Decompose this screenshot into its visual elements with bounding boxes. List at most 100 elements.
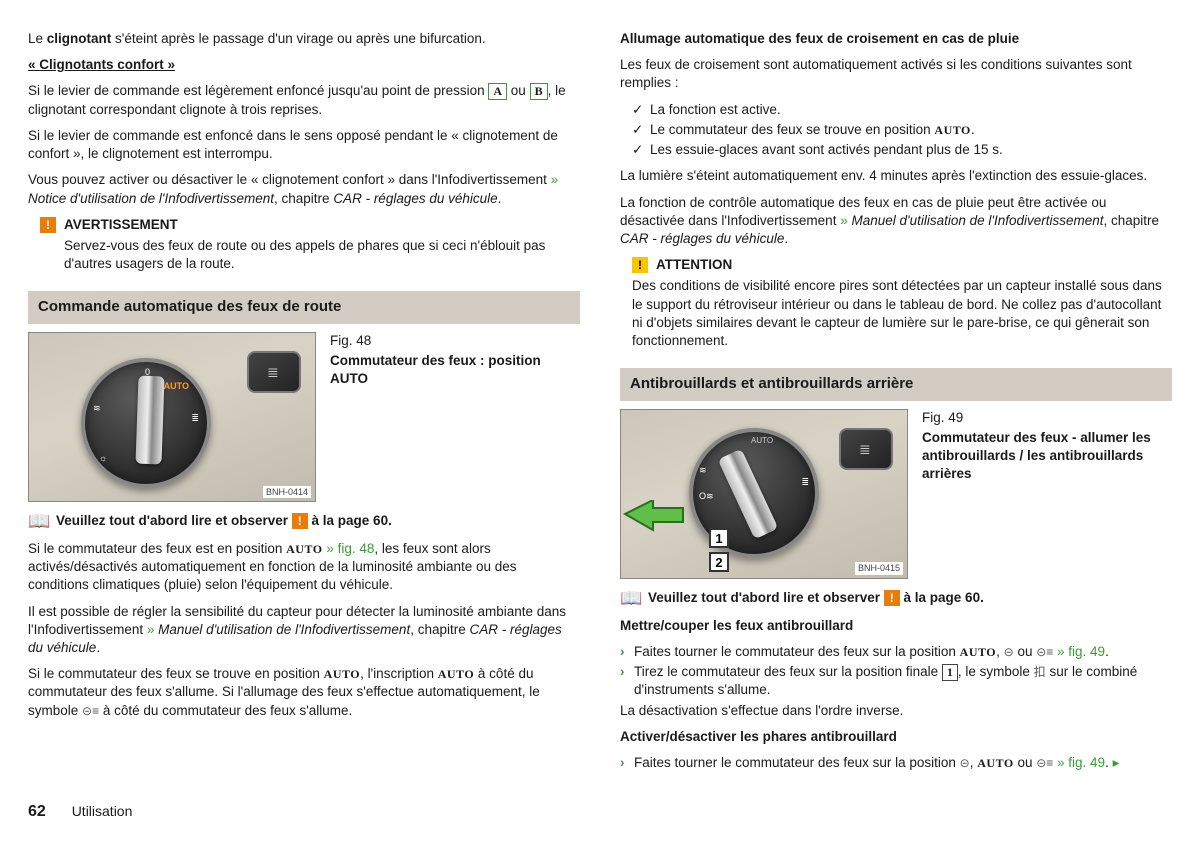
paragraph: Les feux de croisement sont automatiquem… <box>620 56 1172 92</box>
text: . <box>971 122 975 137</box>
fig-link: » fig. 49 <box>1053 644 1105 659</box>
section-name: Utilisation <box>72 803 133 819</box>
right-column: Allumage automatique des feux de croisem… <box>620 30 1172 774</box>
figure-caption: Fig. 49 Commutateur des feux - allumer l… <box>922 409 1172 484</box>
figure-title: Commutateur des feux - allumer les antib… <box>922 430 1151 481</box>
figure-number: Fig. 48 <box>330 332 580 350</box>
link-marker: » <box>551 172 559 187</box>
paragraph: La désactivation s'effectue dans l'ordre… <box>620 702 1172 720</box>
warning-body: Servez-vous des feux de route ou des app… <box>40 237 572 273</box>
book-icon: 📖 <box>28 512 48 530</box>
text: à côté du commutateur des feux s'allume. <box>99 703 352 718</box>
text-bold: clignotant <box>47 31 112 46</box>
figure-49: AUTO ≋ ≣ O≋ 1 2 ≣ BNH-0415 Fig. 49 Commu… <box>620 409 1172 579</box>
text: Le <box>28 31 47 46</box>
text: ou <box>1014 644 1037 659</box>
warning-icon: ! <box>292 513 308 529</box>
lowbeam-icon: ⊝≡ <box>1036 756 1053 770</box>
paragraph: Si le levier de commande est enfoncé dan… <box>28 127 580 163</box>
text: Faites tourner le commutateur des feux s… <box>634 644 960 659</box>
text: Veuillez tout d'abord lire et observer <box>56 513 292 528</box>
paragraph: Le clignotant s'éteint après le passage … <box>28 30 580 48</box>
text: ou <box>507 83 530 98</box>
text-italic: Notice d'utilisation de l'Infodivertisse… <box>28 191 274 206</box>
attention-icon: ! <box>632 257 648 273</box>
dial-label: O≋ <box>699 490 714 502</box>
text: Vous pouvez activer ou désactiver le « c… <box>28 172 551 187</box>
continue-marker: ▸ <box>1109 755 1120 770</box>
check-item: Les essuie-glaces avant sont activés pen… <box>632 141 1172 159</box>
auto-label: AUTO <box>934 123 970 137</box>
keycap-1: 1 <box>942 664 958 681</box>
knob-graphic <box>135 375 164 464</box>
read-first-line: 📖 Veuillez tout d'abord lire et observer… <box>620 589 1172 607</box>
text: . <box>784 231 788 246</box>
auto-label: AUTO <box>751 436 773 447</box>
keycap-b: B <box>530 83 548 100</box>
lowbeam-icon: ⊝≡ <box>82 704 99 718</box>
text: Le commutateur des feux se trouve en pos… <box>650 122 934 137</box>
fig-link: » fig. 49 <box>1053 755 1105 770</box>
subheading: Allumage automatique des feux de croisem… <box>620 30 1172 48</box>
text-italic: Manuel d'utilisation de l'Infodivertisse… <box>158 622 410 637</box>
text: Tirez le commutateur des feux sur la pos… <box>634 664 942 679</box>
paragraph: Vous pouvez activer ou désactiver le « c… <box>28 171 580 207</box>
callout-1: 1 <box>709 528 729 548</box>
step-item: Tirez le commutateur des feux sur la pos… <box>620 663 1172 699</box>
dial-label: 0 <box>145 366 150 378</box>
image-ref: BNH-0415 <box>855 562 903 574</box>
dial-label: ≣ <box>191 412 199 424</box>
text: à la page 60. <box>308 513 392 528</box>
auto-label: AUTO <box>438 667 474 681</box>
text-italic: CAR - réglages du véhicule <box>333 191 497 206</box>
dial-label: ≋ <box>93 402 101 414</box>
paragraph: La fonction de contrôle automatique des … <box>620 194 1172 249</box>
left-column: Le clignotant s'éteint après le passage … <box>28 30 580 774</box>
keycap-a: A <box>488 83 507 100</box>
text: ou <box>1014 755 1037 770</box>
dial-label: ☼ <box>99 452 107 464</box>
text: . <box>498 191 502 206</box>
subheading: Mettre/couper les feux antibrouillard <box>620 617 1172 635</box>
button-graphic: ≣ <box>839 428 893 470</box>
button-graphic: ≣ <box>247 351 301 393</box>
paragraph: Si le commutateur des feux se trouve en … <box>28 665 580 720</box>
figure-title: Commutateur des feux : position AUTO <box>330 353 541 386</box>
text: Si le levier de commande est légèrement … <box>28 83 488 98</box>
text: , chapitre <box>1104 213 1160 228</box>
fig-link: » fig. 48 <box>323 541 375 556</box>
section-heading: Antibrouillards et antibrouillards arriè… <box>620 368 1172 400</box>
image-ref: BNH-0414 <box>263 486 311 498</box>
light-icon: ⊝ <box>1004 645 1014 659</box>
text: Si le commutateur des feux est en positi… <box>28 541 286 556</box>
light-icon: ⊝ <box>960 756 970 770</box>
dial-graphic: 0 AUTO ≋ ≣ ☼ <box>81 358 211 488</box>
dial-label: ≋ <box>699 464 707 476</box>
fog-icon: 扣 <box>1034 665 1046 679</box>
knob-graphic <box>718 448 779 539</box>
paragraph: La lumière s'éteint automatiquement env.… <box>620 167 1172 185</box>
figure-image: 0 AUTO ≋ ≣ ☼ ≣ BNH-0414 <box>28 332 316 502</box>
text: à la page 60. <box>900 590 984 605</box>
callout-2: 2 <box>709 552 729 572</box>
page-footer: 62 Utilisation <box>28 801 132 823</box>
auto-label: AUTO <box>977 756 1013 770</box>
figure-image: AUTO ≋ ≣ O≋ 1 2 ≣ BNH-0415 <box>620 409 908 579</box>
warning-icon: ! <box>884 590 900 606</box>
section-heading: Commande automatique des feux de route <box>28 291 580 323</box>
paragraph: Si le levier de commande est légèrement … <box>28 82 580 118</box>
text: , l'inscription <box>360 666 438 681</box>
text: Veuillez tout d'abord lire et observer <box>648 590 884 605</box>
paragraph: Il est possible de régler la sensibilité… <box>28 603 580 658</box>
text-italic: CAR - réglages du véhicule <box>620 231 784 246</box>
text: . <box>96 640 100 655</box>
step-item: Faites tourner le commutateur des feux s… <box>620 754 1172 772</box>
text: Faites tourner le commutateur des feux s… <box>634 755 960 770</box>
figure-caption: Fig. 48 Commutateur des feux : position … <box>330 332 580 389</box>
text: , <box>996 644 1004 659</box>
read-first-line: 📖 Veuillez tout d'abord lire et observer… <box>28 512 580 530</box>
text: , le symbole <box>958 664 1034 679</box>
text: . <box>1105 644 1109 659</box>
figure-number: Fig. 49 <box>922 409 1172 427</box>
auto-label: AUTO <box>324 667 360 681</box>
